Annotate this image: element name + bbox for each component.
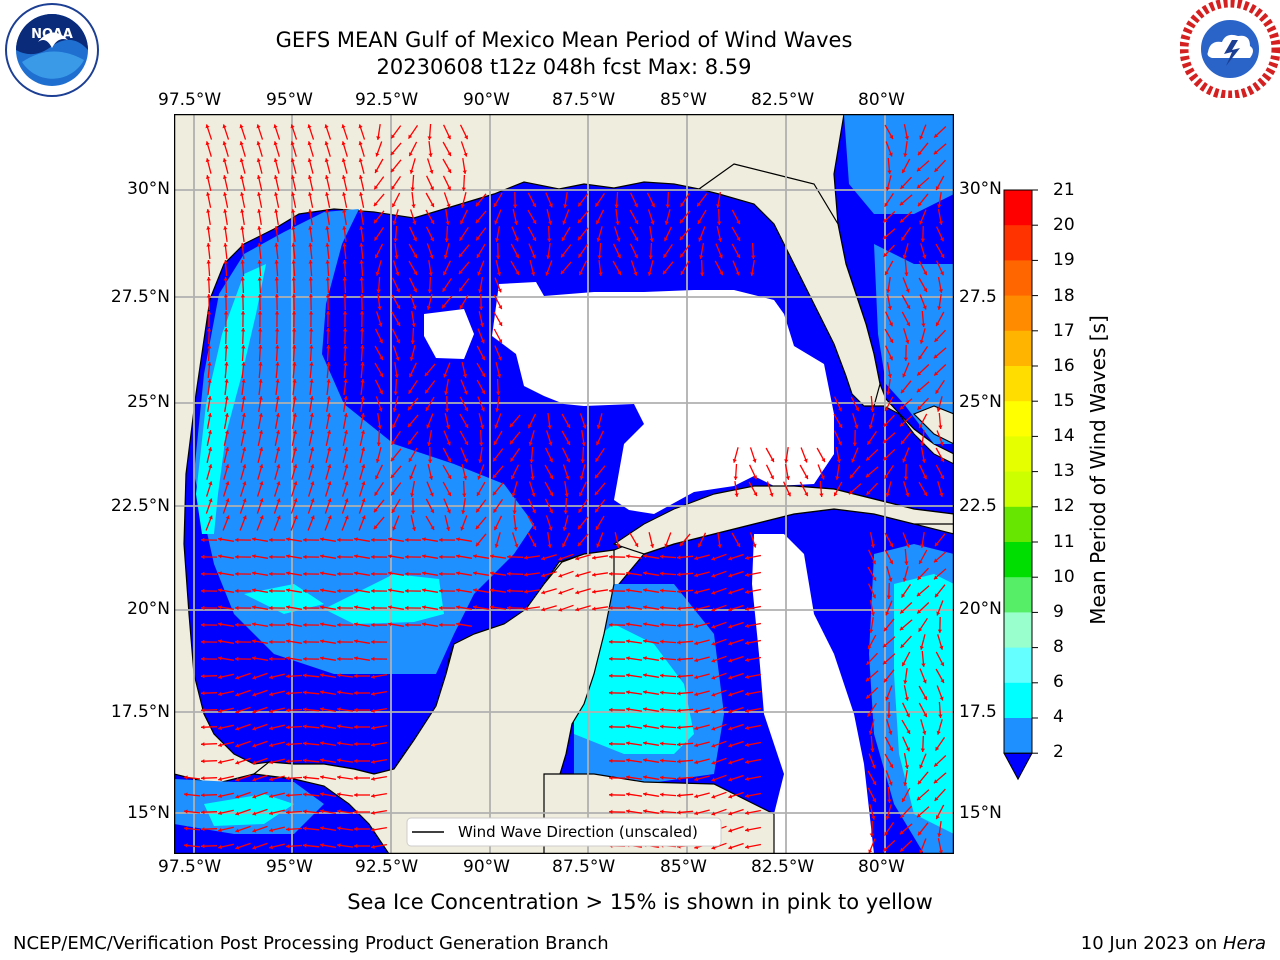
lon-tick-top: 80°W	[858, 90, 905, 110]
hispaniola-edge	[912, 405, 954, 445]
lon-tick-top: 97.5°W	[158, 90, 222, 110]
colorbar-band	[1004, 577, 1032, 613]
colorbar-tick: 11	[1053, 532, 1075, 552]
lon-tick-top: 95°W	[266, 90, 313, 110]
colorbar-band	[1004, 471, 1032, 508]
noaa-logo: NOAA	[5, 3, 99, 97]
lon-tick-bottom: 87.5°W	[552, 857, 616, 877]
colorbar-band	[1004, 366, 1032, 402]
wind-wave-arrows	[183, 123, 947, 854]
lat-tick-right: 22.5	[959, 496, 997, 516]
colorbar-band	[1004, 190, 1032, 226]
colorbar-tick: 20	[1053, 215, 1075, 235]
lon-tick-bottom: 97.5°W	[158, 857, 222, 877]
colorbar-tick: 8	[1053, 637, 1064, 657]
lon-tick-top: 90°W	[463, 90, 510, 110]
map-plot: Wind Wave Direction (unscaled)	[174, 114, 954, 854]
colorbar-band	[1004, 260, 1032, 297]
florida	[697, 163, 881, 407]
colorbar-band	[1004, 647, 1032, 684]
footer-credit: NCEP/EMC/Verification Post Processing Pr…	[13, 933, 609, 954]
lon-tick-bottom: 85°W	[660, 857, 707, 877]
lon-tick-top: 85°W	[660, 90, 707, 110]
lon-tick-top: 92.5°W	[355, 90, 419, 110]
colorbar-tick: 17	[1053, 321, 1075, 341]
colorbar-band	[1004, 401, 1032, 437]
colorbar-band	[1004, 295, 1032, 332]
period-6-8-south	[244, 574, 444, 624]
colorbar-label: Mean Period of Wind Waves [s]	[1086, 315, 1110, 625]
period-6-8-caribbean	[574, 624, 694, 754]
lat-tick-left: 20°N	[127, 599, 170, 619]
lat-tick-right: 25°N	[959, 392, 1002, 412]
colorbar-band	[1004, 330, 1032, 367]
period-6-8-west	[196, 264, 266, 534]
colorbar-band	[1004, 506, 1032, 543]
lat-tick-left: 25°N	[127, 392, 170, 412]
lon-tick-bottom: 80°W	[858, 857, 905, 877]
colorbar-band	[1004, 436, 1032, 473]
colorbar-tick: 21	[1053, 180, 1075, 200]
lat-tick-right: 27.5	[959, 287, 997, 307]
colorbar-tick: 16	[1053, 356, 1075, 376]
lat-tick-left: 17.5°N	[110, 702, 170, 722]
lon-tick-bottom: 90°W	[463, 857, 510, 877]
lat-tick-right: 20°N	[959, 599, 1002, 619]
colorbar-tick: 10	[1053, 567, 1075, 587]
colorbar-tick: 18	[1053, 286, 1075, 306]
colorbar-tick: 6	[1053, 672, 1064, 692]
lat-tick-right: 15°N	[959, 803, 1002, 823]
colorbar-extend-arrow	[1003, 752, 1033, 781]
colorbar-band	[1004, 612, 1032, 649]
colorbar	[1003, 189, 1038, 781]
colorbar-tick: 19	[1053, 250, 1075, 270]
lon-tick-bottom: 95°W	[266, 857, 313, 877]
lon-tick-top: 82.5°W	[751, 90, 815, 110]
no-data-southeast	[752, 534, 874, 854]
colorbar-band	[1004, 225, 1032, 261]
cuba	[612, 485, 954, 555]
no-data-islet	[424, 309, 474, 359]
lon-tick-bottom: 82.5°W	[751, 857, 815, 877]
colorbar-tick: 9	[1053, 602, 1064, 622]
colorbar-tick: 14	[1053, 426, 1075, 446]
lon-tick-top: 87.5°W	[552, 90, 616, 110]
lat-tick-right: 30°N	[959, 179, 1002, 199]
footer-date-text: 10 Jun 2023 on	[1080, 933, 1223, 954]
colorbar-tick: 2	[1053, 742, 1064, 762]
colorbar-band	[1004, 718, 1032, 754]
map-legend: Wind Wave Direction (unscaled)	[406, 817, 722, 847]
lon-tick-bottom: 92.5°W	[355, 857, 419, 877]
nws-logo	[1180, 0, 1280, 98]
legend-label: Wind Wave Direction (unscaled)	[458, 823, 698, 841]
colorbar-band	[1004, 682, 1032, 719]
noaa-logo-text: NOAA	[31, 27, 73, 42]
colorbar-tick: 4	[1053, 707, 1064, 727]
colorbar-band	[1004, 542, 1032, 578]
lat-tick-right: 17.5	[959, 702, 997, 722]
lat-tick-left: 27.5°N	[110, 287, 170, 307]
colorbar-tick: 13	[1053, 461, 1075, 481]
lat-tick-left: 22.5°N	[110, 496, 170, 516]
colorbar-tick: 12	[1053, 496, 1075, 516]
chart-subtitle: 20230608 t12z 048h fcst Max: 8.59	[376, 55, 752, 79]
no-data-central	[492, 282, 834, 514]
footer-date: 10 Jun 2023 on Hera	[1081, 933, 1266, 954]
chart-title: GEFS MEAN Gulf of Mexico Mean Period of …	[275, 28, 853, 52]
lat-tick-left: 30°N	[127, 179, 170, 199]
lat-tick-left: 15°N	[127, 803, 170, 823]
period-4-6-west	[194, 209, 534, 674]
sea-ice-note: Sea Ice Concentration > 15% is shown in …	[347, 890, 933, 914]
footer-machine: Hera	[1222, 933, 1266, 954]
colorbar-tick: 15	[1053, 391, 1075, 411]
gridlines	[174, 114, 954, 854]
